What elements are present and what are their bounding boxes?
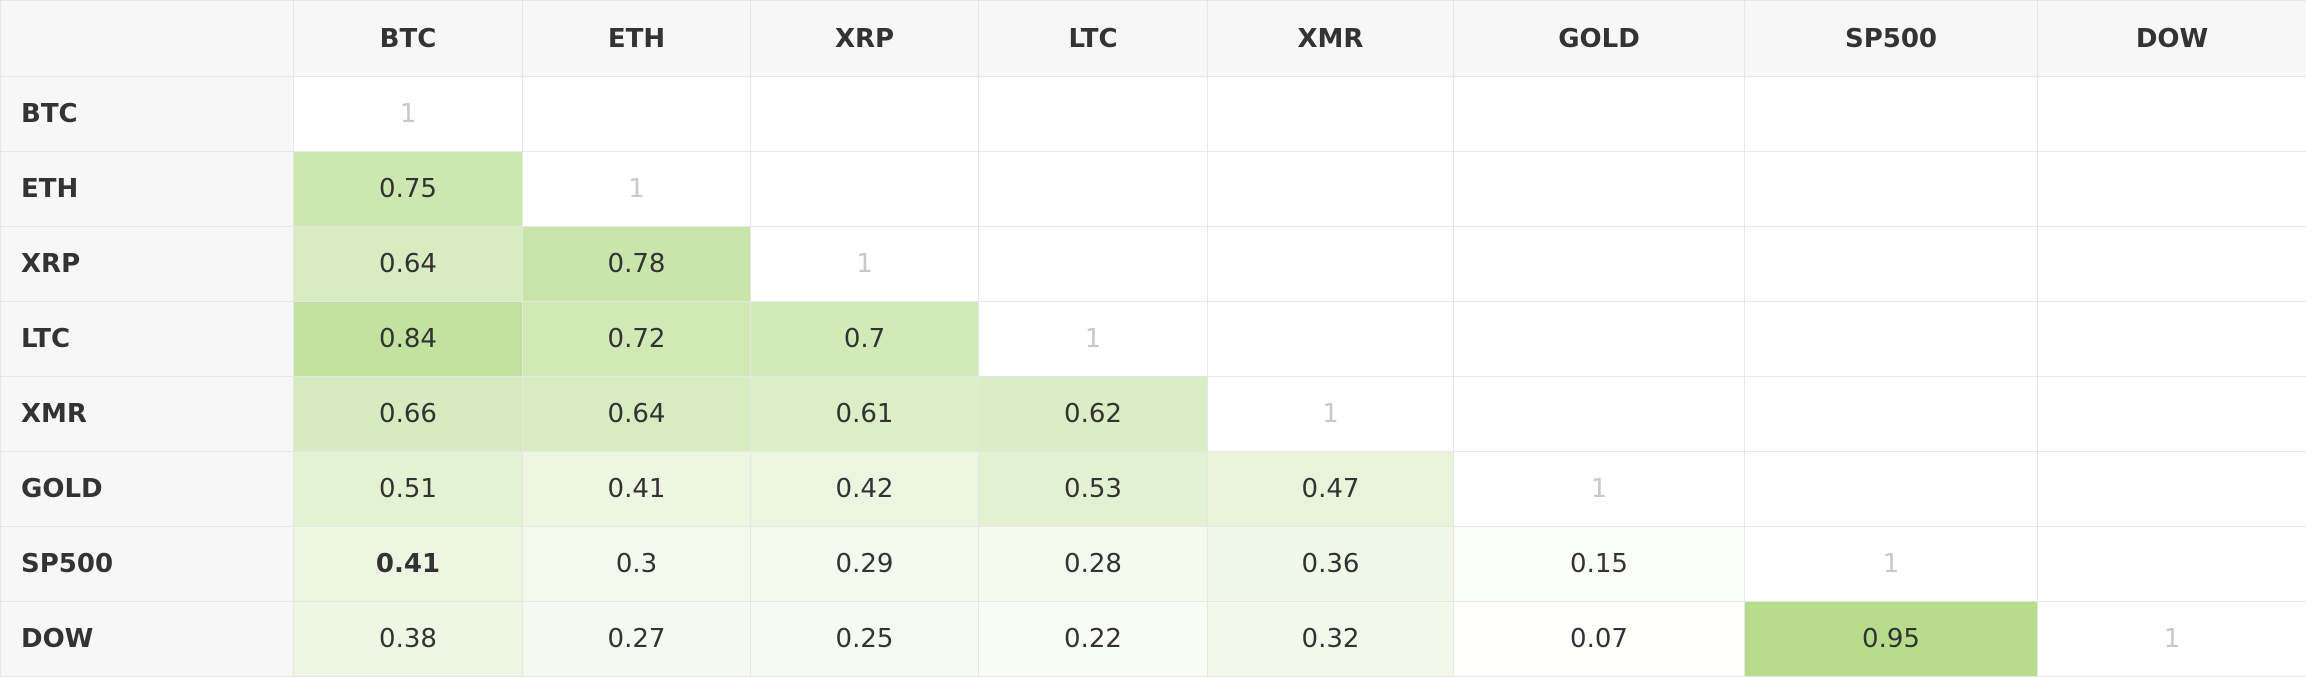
empty-cell: [1208, 77, 1454, 152]
empty-cell: [2038, 452, 2306, 527]
empty-cell: [1208, 152, 1454, 227]
correlation-cell: 0.75: [294, 152, 523, 227]
row-header: SP500: [1, 527, 294, 602]
empty-cell: [1745, 302, 2038, 377]
correlation-cell: 0.41: [294, 527, 523, 602]
empty-cell: [1208, 302, 1454, 377]
correlation-cell: 0.64: [294, 227, 523, 302]
correlation-cell: 0.47: [1208, 452, 1454, 527]
empty-cell: [751, 152, 979, 227]
empty-cell: [979, 152, 1208, 227]
row-header: GOLD: [1, 452, 294, 527]
correlation-cell: 1: [1208, 377, 1454, 452]
column-header: ETH: [523, 1, 751, 77]
row-header: XMR: [1, 377, 294, 452]
correlation-cell: 0.27: [523, 602, 751, 677]
empty-cell: [2038, 377, 2306, 452]
empty-cell: [2038, 227, 2306, 302]
correlation-cell: 0.41: [523, 452, 751, 527]
correlation-cell: 0.25: [751, 602, 979, 677]
empty-cell: [1745, 77, 2038, 152]
correlation-cell: 0.64: [523, 377, 751, 452]
correlation-cell: 0.84: [294, 302, 523, 377]
row-header: BTC: [1, 77, 294, 152]
correlation-cell: 0.42: [751, 452, 979, 527]
column-header: GOLD: [1454, 1, 1745, 77]
correlation-cell: 1: [294, 77, 523, 152]
empty-cell: [1745, 452, 2038, 527]
column-header: DOW: [2038, 1, 2306, 77]
correlation-cell: 1: [1454, 452, 1745, 527]
correlation-cell: 0.53: [979, 452, 1208, 527]
correlation-cell: 1: [2038, 602, 2306, 677]
correlation-cell: 0.7: [751, 302, 979, 377]
correlation-cell: 0.62: [979, 377, 1208, 452]
correlation-cell: 0.95: [1745, 602, 2038, 677]
correlation-cell: 0.22: [979, 602, 1208, 677]
column-header: BTC: [294, 1, 523, 77]
correlation-cell: 0.29: [751, 527, 979, 602]
correlation-cell: 0.61: [751, 377, 979, 452]
row-header: XRP: [1, 227, 294, 302]
empty-cell: [2038, 302, 2306, 377]
empty-cell: [1454, 227, 1745, 302]
empty-cell: [2038, 527, 2306, 602]
empty-cell: [2038, 152, 2306, 227]
correlation-cell: 0.66: [294, 377, 523, 452]
empty-cell: [1745, 377, 2038, 452]
corner-cell: [1, 1, 294, 77]
empty-cell: [1454, 302, 1745, 377]
correlation-cell: 0.3: [523, 527, 751, 602]
correlation-cell: 0.36: [1208, 527, 1454, 602]
correlation-cell: 1: [979, 302, 1208, 377]
row-header: LTC: [1, 302, 294, 377]
correlation-cell: 0.28: [979, 527, 1208, 602]
empty-cell: [1208, 227, 1454, 302]
row-header: ETH: [1, 152, 294, 227]
correlation-cell: 0.38: [294, 602, 523, 677]
empty-cell: [979, 227, 1208, 302]
empty-cell: [979, 77, 1208, 152]
row-header: DOW: [1, 602, 294, 677]
empty-cell: [1745, 227, 2038, 302]
correlation-cell: 1: [751, 227, 979, 302]
empty-cell: [1454, 77, 1745, 152]
empty-cell: [1454, 152, 1745, 227]
column-header: XMR: [1208, 1, 1454, 77]
correlation-cell: 0.32: [1208, 602, 1454, 677]
column-header: XRP: [751, 1, 979, 77]
correlation-cell: 1: [1745, 527, 2038, 602]
correlation-cell: 0.51: [294, 452, 523, 527]
correlation-cell: 1: [523, 152, 751, 227]
empty-cell: [1454, 377, 1745, 452]
empty-cell: [2038, 77, 2306, 152]
column-header: LTC: [979, 1, 1208, 77]
column-header: SP500: [1745, 1, 2038, 77]
correlation-cell: 0.15: [1454, 527, 1745, 602]
empty-cell: [523, 77, 751, 152]
correlation-cell: 0.07: [1454, 602, 1745, 677]
correlation-cell: 0.78: [523, 227, 751, 302]
empty-cell: [751, 77, 979, 152]
empty-cell: [1745, 152, 2038, 227]
correlation-cell: 0.72: [523, 302, 751, 377]
